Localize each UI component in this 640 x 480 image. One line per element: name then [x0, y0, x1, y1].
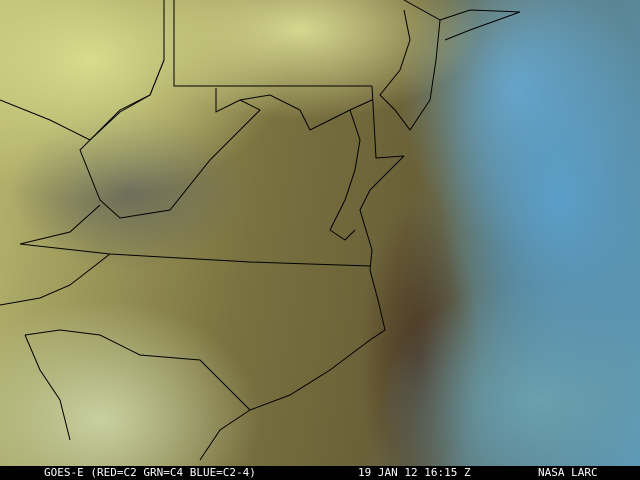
ohio-river [0, 0, 165, 141]
chesapeake-bay [329, 109, 361, 241]
wv-border [79, 59, 261, 219]
state-borders [0, 0, 521, 461]
sc-ga-border [24, 334, 71, 441]
satellite-channel-label: GOES-E (RED=C2 GRN=C4 BLUE=C2-4) [44, 466, 256, 479]
caption-bar: GOES-E (RED=C2 GRN=C4 BLUE=C2-4) 19 JAN … [0, 466, 640, 480]
nj-border [379, 0, 441, 131]
md-border [215, 88, 373, 131]
de-border [371, 85, 405, 159]
tn-nc-border [0, 253, 111, 306]
timestamp-label: 19 JAN 12 16:15 Z [358, 466, 471, 479]
satellite-imagery [0, 0, 640, 466]
va-nc-border [19, 243, 371, 267]
atlantic-coast [249, 155, 405, 411]
sc-coast [199, 409, 251, 461]
pa-southern-border [173, 0, 372, 87]
source-label: NASA LARC [538, 466, 598, 479]
nc-sc-border [24, 329, 251, 411]
va-ky-border [19, 204, 101, 245]
ny-coast [439, 9, 521, 41]
